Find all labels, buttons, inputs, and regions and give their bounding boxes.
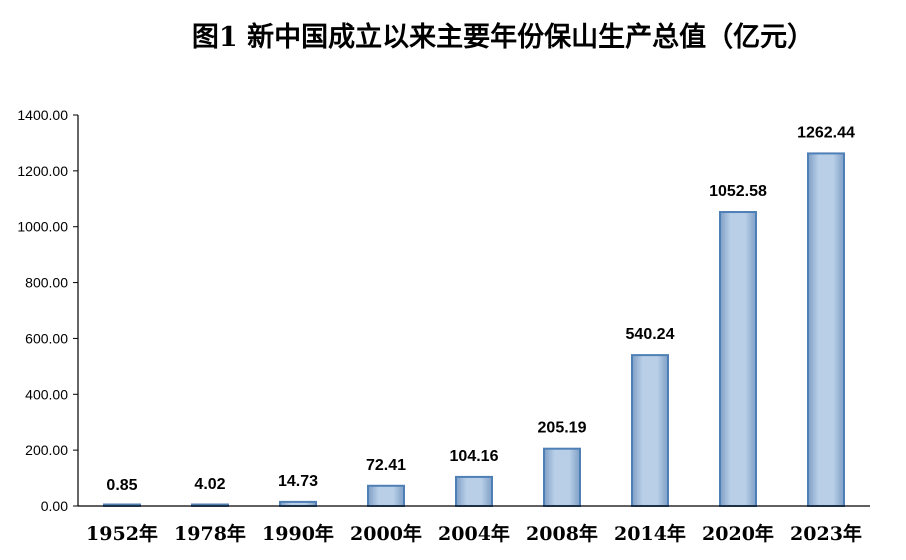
y-tick-label: 200.00: [25, 442, 68, 458]
y-tick-label: 1200.00: [17, 163, 68, 179]
x-tick-label: 2014年: [614, 522, 686, 545]
bar: [367, 484, 405, 507]
x-tick-label: 2008年: [526, 522, 598, 545]
y-tick-label: 600.00: [25, 330, 68, 346]
x-tick-label: 1978年: [174, 522, 246, 545]
y-tick-label: 1400.00: [17, 107, 68, 123]
x-tick-label: 2020年: [702, 522, 774, 545]
data-labels-group: 0.85 4.02 14.73 72.41 104.16 205.19 540.24 1052…: [106, 124, 855, 493]
y-tick-label: 1000.00: [17, 219, 68, 235]
data-label: 14.73: [278, 473, 318, 490]
data-label: 540.24: [626, 326, 675, 343]
data-label: 1052.58: [709, 183, 767, 200]
chart-title: 图1 新中国成立以来主要年份保山生产总值（亿元）: [192, 21, 814, 53]
y-tick-label: 0.00: [41, 498, 68, 514]
bar: [543, 447, 581, 507]
x-tick-label: 2000年: [350, 522, 422, 545]
x-tick-label: 1990年: [262, 522, 334, 545]
data-label: 72.41: [366, 457, 406, 474]
data-label: 0.85: [106, 477, 137, 494]
bar: [455, 475, 493, 508]
y-tick-label: 400.00: [25, 386, 68, 402]
bar: [631, 354, 669, 507]
x-axis-ticks: 1952年 1978年 1990年 2000年 2004年 2008年 2014年 2020年…: [86, 522, 862, 545]
bar: [279, 500, 317, 507]
bar: [719, 211, 757, 507]
data-label: 104.16: [450, 448, 499, 465]
x-tick-label: 2004年: [438, 522, 510, 545]
data-label: 205.19: [538, 420, 587, 437]
data-label: 1262.44: [797, 124, 855, 141]
y-tick-label: 800.00: [25, 275, 68, 291]
x-tick-label: 2023年: [790, 522, 862, 545]
y-axis-ticks: 0.00 200.00 400.00 600.00 800.00 1000.00 1200.…: [17, 107, 78, 514]
bar: [807, 152, 845, 507]
x-tick-label: 1952年: [86, 522, 158, 545]
bars-group: [103, 152, 845, 508]
data-label: 4.02: [194, 476, 225, 493]
